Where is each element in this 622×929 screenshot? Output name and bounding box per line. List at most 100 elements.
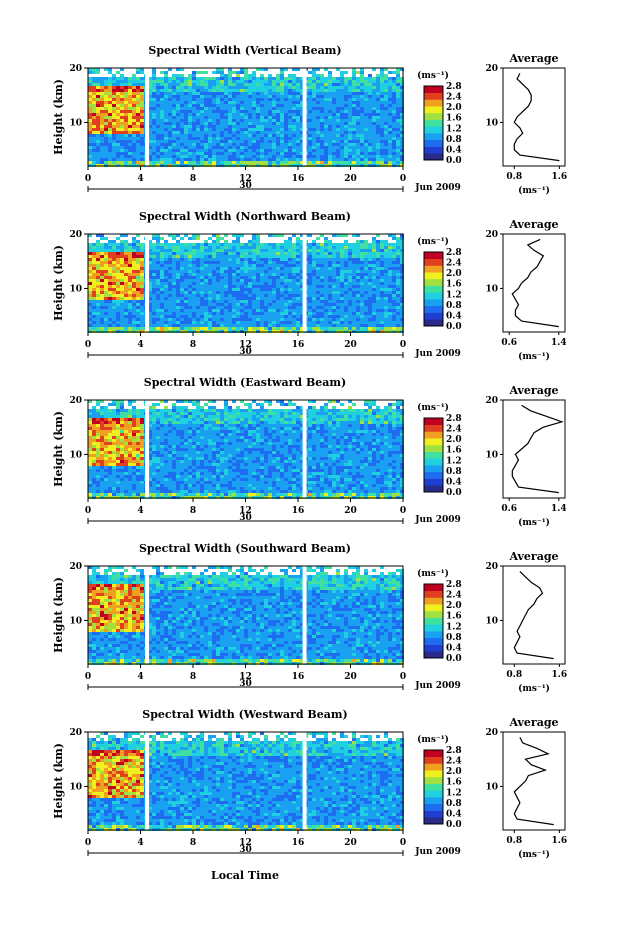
average-x-tick-label: 1.6 <box>552 670 568 680</box>
y-axis-label: Height (km) <box>52 411 65 487</box>
x-tick-label: 12 <box>239 838 252 848</box>
colorbar-tick-label: 2.8 <box>446 414 462 424</box>
colorbar-frame <box>423 749 444 825</box>
colorbar-tick-label: 2.8 <box>446 580 462 590</box>
colorbar-swatch <box>424 119 443 127</box>
x-tick-label: 8 <box>190 506 196 516</box>
colorbar-tick-label: 2.8 <box>446 248 462 258</box>
day-label: 30 <box>239 845 252 855</box>
colorbar-unit: (ms⁻¹) <box>417 734 449 745</box>
colorbar-swatch <box>424 258 443 266</box>
colorbar-tick-label: 0.4 <box>446 477 462 487</box>
x-tick-label: 16 <box>292 506 305 516</box>
x-tick-label: 8 <box>190 174 196 184</box>
average-x-label: (ms⁻¹) <box>518 517 550 528</box>
average-y-tick-label: 10 <box>485 782 498 792</box>
panel-title: Spectral Width (Northward Beam) <box>139 210 351 223</box>
colorbar-tick-label: 1.6 <box>446 612 462 622</box>
colorbar-swatch <box>424 431 443 439</box>
colorbar-swatch <box>424 292 443 300</box>
colorbar-swatch <box>424 604 443 612</box>
x-tick-label: 12 <box>239 174 252 184</box>
y-tick-label: 10 <box>69 284 82 294</box>
colorbar-tick-label: 1.2 <box>446 124 462 134</box>
average-y-tick-label: 10 <box>485 616 498 626</box>
x-tick-label: 8 <box>190 340 196 350</box>
date-label: Jun 2009 <box>414 681 461 691</box>
average-x-label: (ms⁻¹) <box>518 683 550 694</box>
x-tick-label: 8 <box>190 672 196 682</box>
colorbar-swatch <box>424 803 443 811</box>
x-tick-label: 4 <box>137 838 143 848</box>
average-title: Average <box>508 218 558 231</box>
colorbar <box>424 418 443 493</box>
colorbar-swatch <box>424 305 443 313</box>
x-tick-label: 20 <box>344 340 357 350</box>
average-x-tick-label: 1.4 <box>551 338 567 348</box>
average-frame <box>502 67 566 167</box>
average-x-tick-label: 0.6 <box>501 504 517 514</box>
colorbar-tick-label: 2.0 <box>446 269 462 279</box>
average-frame <box>502 399 566 499</box>
colorbar-tick-label: 1.2 <box>446 456 462 466</box>
average-x-tick-label: 1.6 <box>552 172 568 182</box>
average-x-label: (ms⁻¹) <box>518 351 550 362</box>
colorbar-tick-label: 0.8 <box>446 633 462 643</box>
day-label: 30 <box>239 347 252 357</box>
heatmap-cells <box>88 234 404 333</box>
colorbar-swatch <box>424 146 443 154</box>
x-tick-label: 0 <box>400 838 406 848</box>
y-axis-label: Height (km) <box>52 577 65 653</box>
x-tick-label: 20 <box>344 506 357 516</box>
colorbar-frame <box>423 251 444 327</box>
colorbar-tick-label: 1.6 <box>446 280 462 290</box>
average-x-tick-label: 0.8 <box>506 670 522 680</box>
colorbar-swatch <box>424 133 443 141</box>
x-tick-label: 4 <box>137 340 143 350</box>
colorbar-tick-label: 0.0 <box>446 322 462 332</box>
colorbar <box>424 584 443 659</box>
colorbar-swatch <box>424 465 443 473</box>
colorbar-swatch <box>424 458 443 466</box>
colorbar-tick-label: 0.0 <box>446 820 462 830</box>
x-tick-label: 20 <box>344 672 357 682</box>
data-gap <box>145 732 150 830</box>
average-x-label: (ms⁻¹) <box>518 185 550 196</box>
colorbar-swatch <box>424 285 443 293</box>
data-gap <box>302 566 307 664</box>
panel-1: Spectral Width (Northward Beam) 10 20 Heigh… <box>52 210 567 362</box>
y-tick-label: 20 <box>69 396 82 406</box>
colorbar-unit: (ms⁻¹) <box>417 70 449 81</box>
data-gap <box>145 234 150 332</box>
x-tick-label: 0 <box>85 838 91 848</box>
x-tick-label: 12 <box>239 506 252 516</box>
average-y-tick-label: 20 <box>485 728 498 738</box>
colorbar-tick-label: 2.0 <box>446 601 462 611</box>
colorbar-swatch <box>424 617 443 625</box>
colorbar-swatch <box>424 471 443 479</box>
y-tick-label: 10 <box>69 118 82 128</box>
colorbar-tick-label: 0.8 <box>446 467 462 477</box>
colorbar-swatch <box>424 444 443 452</box>
heatmap-cells <box>88 566 404 665</box>
colorbar-swatch <box>424 790 443 798</box>
average-title: Average <box>508 550 558 563</box>
y-axis-label: Height (km) <box>52 245 65 321</box>
colorbar-swatch <box>424 112 443 120</box>
date-label: Jun 2009 <box>414 515 461 525</box>
y-tick-label: 10 <box>69 616 82 626</box>
colorbar-tick-label: 0.4 <box>446 311 462 321</box>
panel-title: Spectral Width (Westward Beam) <box>142 708 347 721</box>
average-x-tick-label: 0.6 <box>501 338 517 348</box>
colorbar-tick-label: 2.8 <box>446 746 462 756</box>
colorbar-tick-label: 0.8 <box>446 301 462 311</box>
x-tick-label: 20 <box>344 174 357 184</box>
average-profile-line <box>511 404 564 494</box>
colorbar-swatch <box>424 265 443 273</box>
colorbar-swatch <box>424 99 443 107</box>
day-label: 30 <box>239 679 252 689</box>
colorbar-swatch <box>424 424 443 432</box>
y-tick-label: 20 <box>69 728 82 738</box>
day-label: 30 <box>239 513 252 523</box>
panel-title: Spectral Width (Vertical Beam) <box>148 44 341 57</box>
